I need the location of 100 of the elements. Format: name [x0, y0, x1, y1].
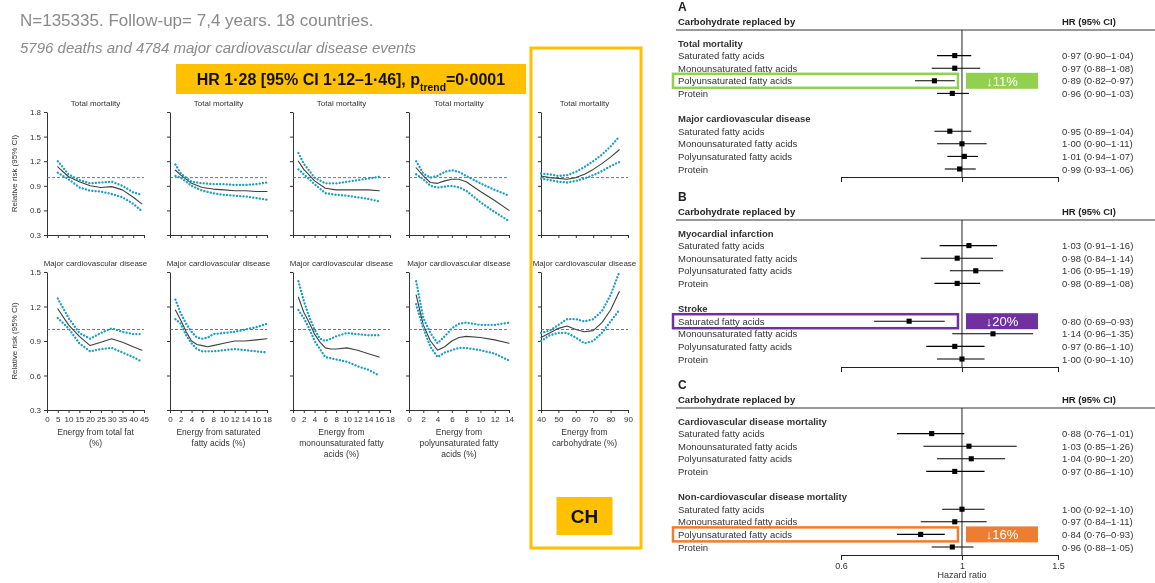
y-tick-label: Monounsaturated fatty acids [678, 62, 798, 74]
text: HR (95% CI) [1062, 394, 1116, 405]
x-axis-title: Energy from monounsaturated fatty acids (%) [299, 427, 385, 459]
y-tick-label: Saturated fatty acids [678, 315, 765, 327]
data-label: 1·04 (0·90–1·20) [1062, 453, 1134, 465]
x-tick-label: 25 [96, 414, 107, 424]
chart-title: Major cardiovascular disease [532, 259, 637, 268]
chart-title: Major cardiovascular disease [289, 259, 394, 268]
annotation: ↓16% [985, 527, 1019, 543]
x-tick-label: 12 [353, 414, 364, 424]
x-tick-label: 90 [624, 414, 634, 424]
text: HR (95% CI) [1062, 206, 1116, 217]
x-tick-label: 35 [118, 414, 128, 424]
x-axis-title: Energy from polyunsaturated fatty acids (%) [419, 427, 500, 459]
text: A [678, 0, 687, 14]
y-tick-label: Protein [678, 87, 709, 99]
y-tick-label: 1.5 [29, 268, 42, 278]
y-tick-label: 1.8 [29, 108, 42, 118]
y-tick-label: Saturated fatty acids [678, 50, 765, 62]
x-axis-title: Energy from total fat (%) [57, 427, 135, 448]
x-tick-label: 14 [364, 414, 374, 424]
y-tick-label: Monounsaturated fatty acids [678, 516, 798, 528]
chart-title: Major cardiovascular disease [43, 259, 148, 268]
x-tick-label: 4 [189, 414, 195, 424]
data-label: 0·95 (0·89–1·04) [1062, 125, 1134, 137]
data-label: 0·97 (0·86–1·10) [1062, 465, 1134, 477]
text: B [678, 190, 687, 204]
x-tick-label: 50 [554, 414, 564, 424]
y-tick-label: Major cardiovascular disease [678, 113, 811, 125]
x-tick-label: 1.5 [1052, 561, 1065, 572]
x-tick-label: 20 [86, 414, 96, 424]
x-tick-label: 2 [302, 414, 308, 424]
x-tick-label: 10 [64, 414, 75, 424]
chart-title: Total mortality [316, 99, 367, 108]
x-tick-label: 0 [168, 414, 174, 424]
chart-title: Total mortality [434, 99, 484, 108]
y-tick-label: Monounsaturated fatty acids [678, 252, 798, 264]
data-label: 0·88 (0·76–1·01) [1062, 428, 1134, 440]
y-tick-label: 0.9 [29, 181, 42, 191]
data-label: 0·97 (0·86–1·10) [1062, 340, 1134, 352]
chart-title: Major cardiovascular disease [407, 259, 512, 268]
x-tick-label: 4 [312, 414, 318, 424]
x-tick-label: 10 [476, 414, 486, 424]
x-tick-label: 15 [75, 414, 85, 424]
x-tick-label: 12 [230, 414, 241, 424]
text: CH [570, 506, 599, 527]
x-tick-label: 0 [291, 414, 297, 424]
y-axis-title: Carbohydrate replaced by [678, 394, 796, 405]
y-tick-label: Protein [678, 541, 709, 553]
y-tick-label: Non-cardiovascular disease mortality [678, 491, 848, 503]
y-tick-label: 0.3 [29, 406, 42, 416]
data-label: 0·99 (0·93–1·06) [1062, 163, 1134, 175]
x-tick-label: 30 [107, 414, 118, 424]
data-label: 0·96 (0·88–1·05) [1062, 541, 1134, 553]
y-tick-label: Polyunsaturated fatty acids [678, 528, 793, 540]
data-label: 0·98 (0·84–1·14) [1062, 252, 1134, 264]
data-label: 0·84 (0·76–0·93) [1062, 528, 1134, 540]
y-tick-label: Monounsaturated fatty acids [678, 440, 798, 452]
y-tick-label: Polyunsaturated fatty acids [678, 75, 793, 87]
x-tick-label: 0.6 [835, 561, 848, 572]
y-tick-label: Cardiovascular disease mortality [678, 415, 828, 427]
y-tick-label: 1.5 [29, 132, 42, 142]
x-axis-title: Hazard ratio [937, 570, 987, 580]
x-tick-label: 45 [140, 414, 150, 424]
x-tick-label: 14 [505, 414, 515, 424]
x-tick-label: 16 [375, 414, 385, 424]
y-tick-label: Monounsaturated fatty acids [678, 138, 798, 150]
data-label: 1·06 (0·95–1·19) [1062, 265, 1134, 277]
y-axis-title: Carbohydrate replaced by [678, 16, 796, 27]
x-tick-label: 40 [129, 414, 139, 424]
data-label: 0·96 (0·90–1·03) [1062, 87, 1134, 99]
chart-title: Major cardiovascular disease [166, 259, 271, 268]
annotation: ↓20% [985, 314, 1019, 330]
text: HR (95% CI) [1062, 16, 1116, 27]
data-label: 1·14 (0·96–1·35) [1062, 328, 1134, 340]
y-tick-label: 1.2 [29, 157, 42, 167]
x-tick-label: 70 [589, 414, 599, 424]
x-tick-label: 18 [263, 414, 273, 424]
x-tick-label: 40 [537, 414, 547, 424]
y-tick-label: Protein [678, 353, 709, 365]
y-tick-label: Polyunsaturated fatty acids [678, 150, 793, 162]
y-tick-label: 0.6 [29, 206, 42, 216]
y-tick-label: Saturated fatty acids [678, 503, 765, 515]
x-tick-label: 8 [464, 414, 470, 424]
y-tick-label: Saturated fatty acids [678, 125, 765, 137]
y-axis-title: Relative risk (95% CI) [10, 301, 19, 380]
data-label: 0·89 (0·82–0·97) [1062, 75, 1134, 87]
x-axis-title: Energy from saturated fatty acids (%) [176, 427, 261, 448]
y-tick-label: 0.9 [29, 337, 42, 347]
y-axis-title: Relative risk (95% CI) [10, 134, 19, 213]
y-tick-label: Protein [678, 277, 709, 289]
y-tick-label: Stroke [678, 303, 708, 315]
x-tick-label: 80 [606, 414, 617, 424]
text: C [678, 378, 687, 392]
x-tick-label: 18 [386, 414, 396, 424]
y-tick-label: 0.6 [29, 371, 42, 381]
x-tick-label: 2 [421, 414, 427, 424]
y-tick-label: 1.2 [29, 302, 42, 312]
data-label: 0·80 (0·69–0·93) [1062, 315, 1134, 327]
x-tick-label: 10 [219, 414, 230, 424]
